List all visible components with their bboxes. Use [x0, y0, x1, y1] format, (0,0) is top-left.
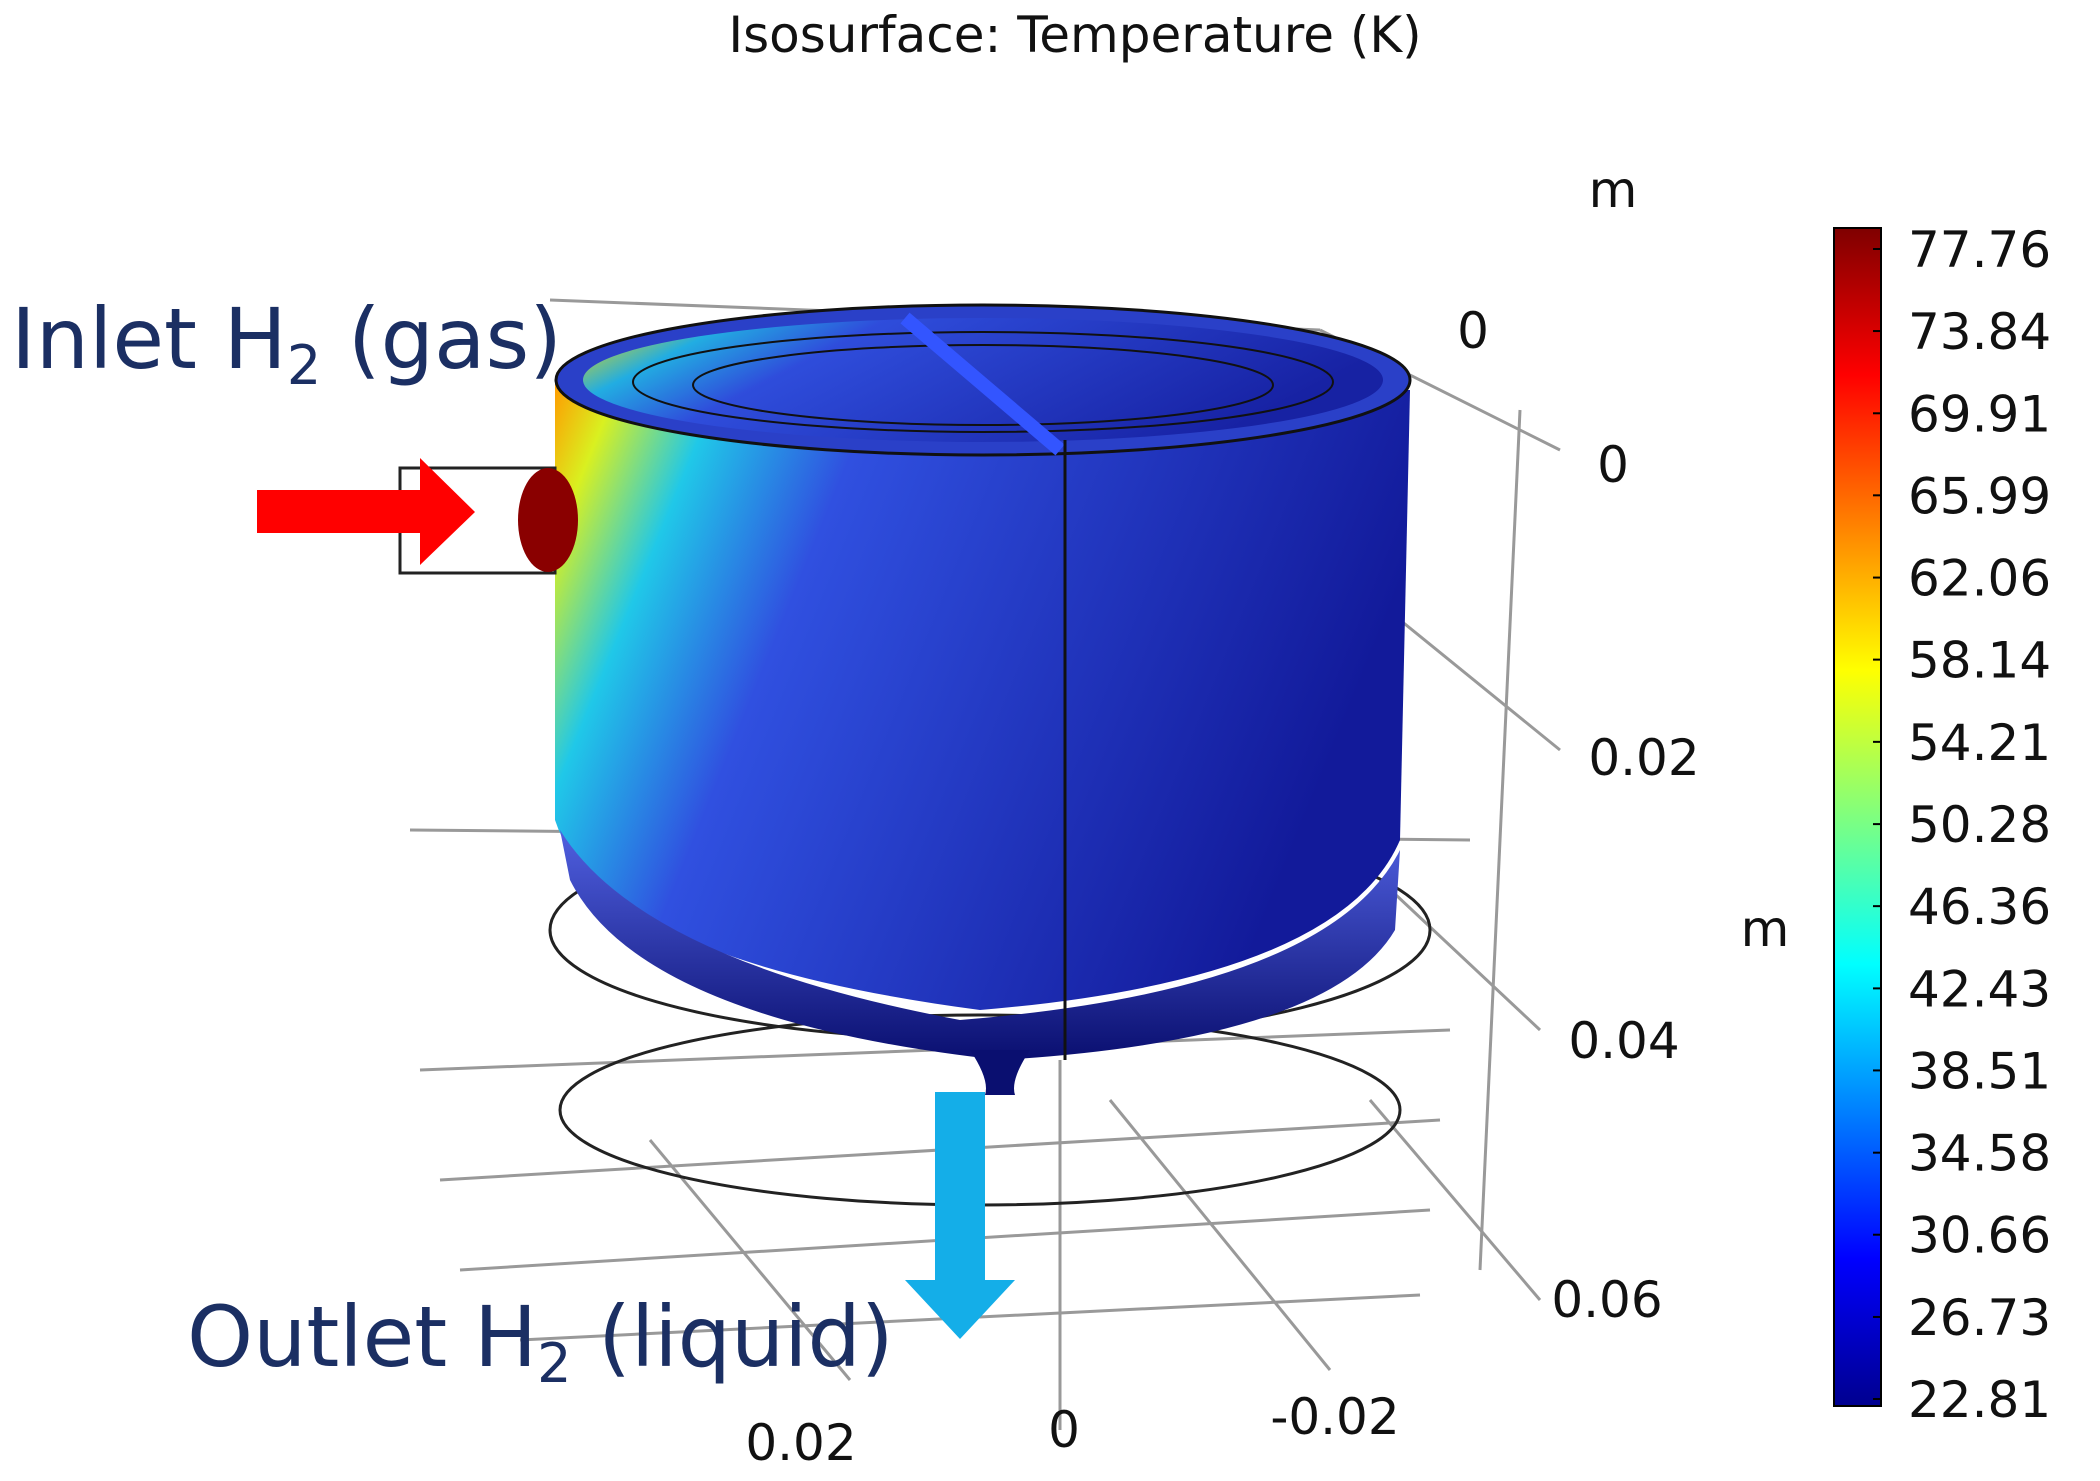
axis-tick-label: 0	[1597, 436, 1629, 494]
outlet-subscript: 2	[537, 1332, 571, 1395]
axis-tick-label: 0	[1048, 1401, 1080, 1459]
colorbar-tick-label: 77.76	[1908, 221, 2051, 279]
axis-tick-label: 0	[1457, 302, 1489, 360]
axis-unit: m	[1741, 900, 1790, 958]
colorbar-tick-label: 30.66	[1908, 1207, 2051, 1265]
outlet-text: Outlet H	[187, 1288, 537, 1386]
axis-tick-label: -0.02	[1270, 1388, 1399, 1446]
colorbar-tick-label: 73.84	[1908, 303, 2051, 361]
colorbar-tick-label: 50.28	[1908, 796, 2051, 854]
colorbar-tick-label: 58.14	[1908, 632, 2051, 690]
inlet-label: Inlet H2 (gas)	[11, 290, 562, 397]
axis-tick-label: 0.02	[1588, 729, 1699, 787]
colorbar-tick-label: 26.73	[1908, 1289, 2051, 1347]
vessel	[398, 303, 1412, 1095]
axis-tick-label: 0.02	[745, 1414, 856, 1472]
inlet-arrow	[257, 458, 475, 565]
colorbar-ticks: 77.76 73.84 69.91 65.99 62.06 58.14 54.21 50.28…	[1873, 221, 2051, 1429]
colorbar-tick-label: 38.51	[1908, 1042, 2051, 1100]
colorbar-tick-label: 54.21	[1908, 714, 2051, 772]
inlet-text: Inlet H	[11, 290, 287, 388]
colorbar	[1833, 227, 1882, 1407]
outlet-arrow	[905, 1092, 1015, 1339]
outlet-text-end: (liquid)	[571, 1288, 893, 1386]
colorbar-tick-label: 42.43	[1908, 960, 2051, 1018]
colorbar-tick-label: 65.99	[1908, 467, 2051, 525]
axis-tick-label: 0.06	[1551, 1271, 1662, 1329]
colorbar-tick-label: 69.91	[1908, 385, 2051, 443]
colorbar-tick-label: 34.58	[1908, 1125, 2051, 1183]
inlet-subscript: 2	[287, 334, 321, 397]
inlet-text-end: (gas)	[321, 290, 562, 388]
axis-unit: m	[1589, 161, 1638, 219]
colorbar-tick-label: 46.36	[1908, 878, 2051, 936]
title: Isosurface: Temperature (K)	[728, 6, 1421, 64]
colorbar-tick-label: 62.06	[1908, 550, 2051, 608]
colorbar-tick-label: 22.81	[1908, 1371, 2051, 1429]
outlet-label: Outlet H2 (liquid)	[187, 1288, 894, 1395]
axis-tick-label: 0.04	[1568, 1012, 1679, 1070]
